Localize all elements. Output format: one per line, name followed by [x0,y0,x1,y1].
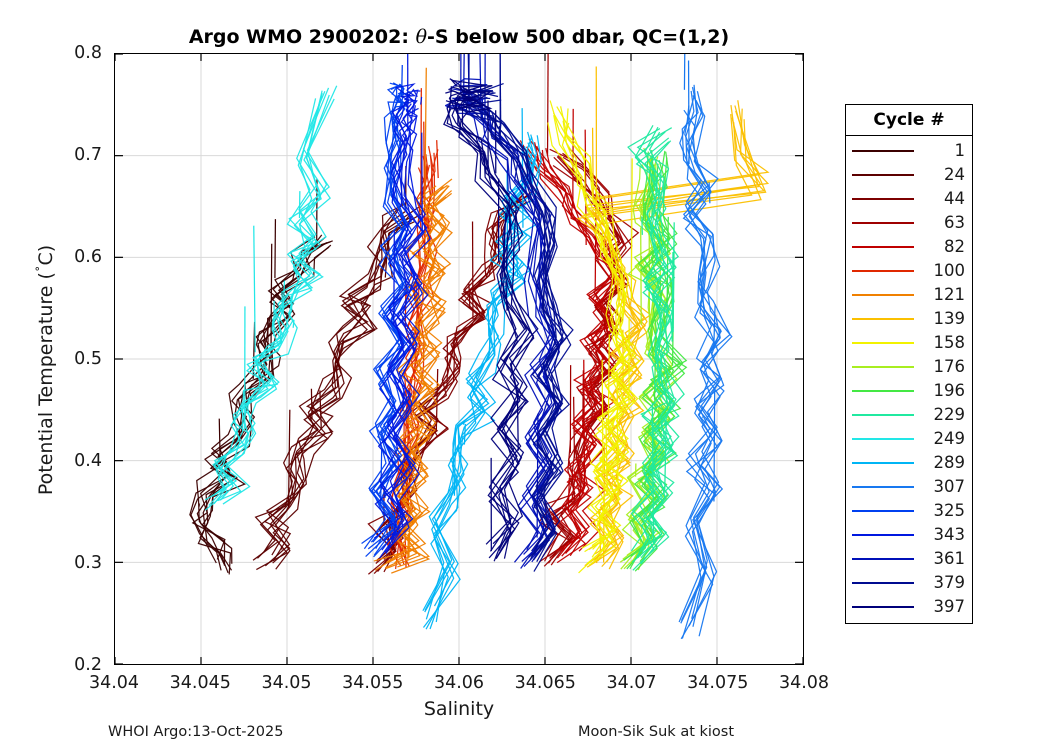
legend-item-label: 361 [933,548,966,568]
x-tick-label: 34.055 [342,673,404,693]
legend-item-label: 121 [933,284,966,304]
footer-left-text: WHOI Argo:13-Oct-2025 [108,724,284,740]
legend-color-line [852,342,914,344]
legend-item-label: 100 [933,260,966,280]
legend-item[interactable]: 325 [846,499,972,523]
legend-color-line [852,390,914,392]
legend-color-line [852,270,914,272]
legend-item-label: 325 [933,500,966,520]
chart-title-post: -S below 500 dbar, QC=(1,2) [427,26,730,48]
legend-item-label: 82 [944,236,965,256]
x-tick-label: 34.075 [687,673,749,693]
y-axis-title-pre: Potential Temperature ( [35,272,57,496]
chart-title-pre: Argo WMO 2900202: [188,26,416,48]
legend-color-line [852,438,914,440]
data-series-group [189,54,770,640]
x-tick-label: 34.045 [169,673,231,693]
x-tick-label: 34.05 [261,673,312,693]
y-tick-label: 0.6 [74,247,102,267]
x-axis-title: Salinity [423,698,495,720]
legend-item[interactable]: 361 [846,547,972,571]
y-tick-label: 0.3 [74,553,102,573]
legend-color-line [852,414,914,416]
x-tick-label: 34.065 [514,673,576,693]
legend-color-line [852,174,914,176]
legend-item[interactable]: 289 [846,451,972,475]
y-tick-label: 0.4 [74,451,102,471]
y-tick-label: 0.7 [74,145,102,165]
legend-item-label: 63 [944,212,965,232]
legend-item[interactable]: 176 [846,355,972,379]
legend-item[interactable]: 24 [846,163,972,187]
legend-item[interactable]: 139 [846,307,972,331]
legend-item[interactable]: 158 [846,331,972,355]
legend-item-label: 176 [933,356,966,376]
y-tick-label: 0.2 [74,655,102,675]
x-tick-label: 34.04 [88,673,140,693]
legend: Cycle # 1 24 44 63 82 100 121 139 158 176 196 229 24… [845,104,973,624]
legend-item-label: 229 [933,404,966,424]
legend-color-line [852,558,914,560]
theta-symbol: θ [415,26,428,48]
y-tick-label: 0.8 [74,43,102,63]
footer-right-text: Moon-Sik Suk at kiost [578,724,735,740]
plot-area [114,53,804,665]
legend-color-line [852,318,914,320]
legend-color-line [852,462,914,464]
legend-color-line [852,582,914,584]
legend-item-label: 307 [933,476,966,496]
chart-title: Argo WMO 2900202: θ-S below 500 dbar, QC… [114,26,804,48]
legend-color-line [852,366,914,368]
legend-item-label: 397 [933,596,966,616]
legend-item[interactable]: 229 [846,403,972,427]
legend-item-label: 24 [944,164,965,184]
legend-color-line [852,534,914,536]
y-tick-label: 0.5 [74,349,102,369]
legend-title: Cycle # [846,105,972,136]
legend-item[interactable]: 44 [846,187,972,211]
legend-item[interactable]: 82 [846,235,972,259]
y-axis-title-post: C) [35,244,57,266]
x-tick-label: 34.08 [778,673,830,693]
legend-items: 1 24 44 63 82 100 121 139 158 176 196 229 249 289 307 3… [846,136,972,623]
legend-item[interactable]: 63 [846,211,972,235]
x-tick-label: 34.06 [433,673,485,693]
legend-color-line [852,486,914,488]
legend-item[interactable]: 100 [846,259,972,283]
legend-item-label: 139 [933,308,966,328]
degree-icon: ˚ [36,265,51,273]
legend-item-label: 343 [933,524,966,544]
legend-item[interactable]: 196 [846,379,972,403]
legend-item[interactable]: 397 [846,595,972,619]
legend-item[interactable]: 121 [846,283,972,307]
legend-item[interactable]: 307 [846,475,972,499]
legend-item-label: 249 [933,428,966,448]
legend-item-label: 379 [933,572,966,592]
y-axis-title: Potential Temperature (˚C) [35,160,57,580]
legend-item[interactable]: 249 [846,427,972,451]
legend-color-line [852,510,914,512]
legend-color-line [852,606,914,608]
legend-item[interactable]: 343 [846,523,972,547]
axis-ticks [115,54,803,664]
legend-color-line [852,150,914,152]
legend-item[interactable]: 1 [846,139,972,163]
legend-item-label: 158 [933,332,966,352]
legend-item-label: 1 [954,140,966,160]
legend-item[interactable]: 379 [846,571,972,595]
legend-color-line [852,246,914,248]
legend-color-line [852,294,914,296]
legend-item-label: 289 [933,452,966,472]
plot-canvas [115,54,803,664]
legend-color-line [852,198,914,200]
legend-item-label: 196 [933,380,966,400]
x-tick-label: 34.07 [606,673,657,693]
legend-item-label: 44 [944,188,965,208]
legend-color-line [852,222,914,224]
